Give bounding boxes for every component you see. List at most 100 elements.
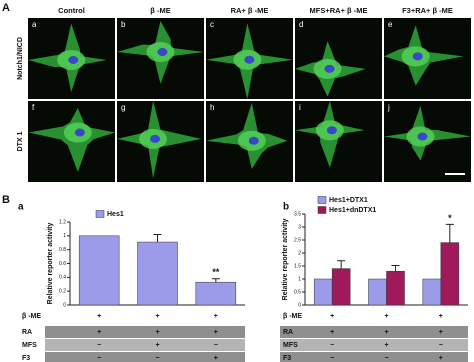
nucleus [157,48,168,57]
condition-mark: − [439,342,443,349]
condition-mark: + [97,329,101,336]
y-tick-label: 0.5 [294,289,301,295]
condition-band [280,326,468,338]
condition-mark: + [155,313,159,320]
significance: * [448,213,452,223]
y-tick-label: 0.8 [59,247,66,253]
column-header: Control [58,6,85,15]
y-tick-label: 3.5 [294,211,301,217]
error-bar [211,278,220,283]
panel-letter: h [210,103,214,112]
y-axis-label: Relative reporter activity [282,219,289,301]
panel-letter: j [387,103,390,112]
condition-label: MFS [283,342,298,349]
column-header: F3+RA+ β -ME [402,6,453,15]
error-bar [337,260,346,269]
condition-band [45,339,245,351]
y-tick-label: 0 [63,302,66,308]
legend-label: Hes1+dnDTX1 [329,207,376,214]
legend-label: Hes1 [107,211,124,218]
panel-letter: b [121,20,126,29]
figure-label: A [2,2,10,14]
y-tick-label: 1.2 [59,219,66,225]
panel-letter: f [32,103,35,112]
condition-band [280,339,468,351]
condition-mark: + [330,313,334,320]
condition-label: F3 [283,355,291,362]
y-tick-label: 0.2 [59,288,66,294]
micrograph [295,101,382,182]
y-tick-label: 0.6 [59,261,66,267]
panel-letter: g [121,103,125,112]
panel-letter: e [388,20,393,29]
panel-letter: i [299,103,301,112]
bar [386,270,405,306]
condition-mark: − [214,342,218,349]
micrograph [295,18,382,99]
nucleus [74,128,85,137]
y-tick-label: 0.4 [59,275,66,281]
condition-mark: − [384,355,388,362]
y-tick-label: 1.5 [294,263,301,269]
panel-label: a [18,202,24,213]
condition-mark: − [97,342,101,349]
condition-mark: + [214,313,218,320]
condition-mark: + [384,313,388,320]
legend-swatch [317,206,327,214]
condition-band [45,352,245,362]
condition-mark: + [330,329,334,336]
bar [313,278,333,306]
y-tick-label: 0 [298,302,301,308]
nucleus [248,136,259,145]
bar [331,268,351,306]
condition-mark: − [97,355,101,362]
significance: ** [212,267,220,277]
condition-label: MFS [22,342,37,349]
row-label: DTX 1 [17,131,24,151]
figure-label: B [2,194,10,206]
panel-letter: a [32,20,37,29]
panel-letter: c [210,20,214,29]
nucleus [150,134,161,143]
y-axis-label: Relative reporter activity [47,223,54,305]
nucleus [68,55,79,64]
panel-letter: d [299,20,303,29]
condition-mark: + [155,342,159,349]
condition-mark: − [155,355,159,362]
bar [368,278,387,306]
condition-mark: + [439,329,443,336]
bar [195,281,237,306]
row-label: Notch1/NICD [17,37,24,80]
condition-label: β -ME [22,313,41,320]
condition-mark: + [214,329,218,336]
column-header: RA+ β -ME [231,6,269,15]
condition-mark: + [155,329,159,336]
column-header: MFS+RA+ β -ME [310,6,368,15]
condition-mark: − [330,355,334,362]
condition-mark: + [439,313,443,320]
bar [78,235,120,306]
legend-label: Hes1+DTX1 [329,197,368,204]
bar [137,241,178,306]
legend-swatch [317,196,327,204]
condition-mark: + [97,313,101,320]
y-tick-label: 2.5 [294,237,301,243]
y-tick-label: 1 [298,276,301,282]
error-bar [445,223,454,243]
condition-label: β -ME [283,313,302,320]
condition-mark: + [214,355,218,362]
condition-mark: + [439,355,443,362]
condition-band [280,352,468,362]
condition-mark: + [384,342,388,349]
bar [440,242,460,306]
y-tick-label: 1 [63,233,66,239]
column-header: β -ME [150,6,170,15]
condition-label: F3 [22,355,30,362]
nucleus [412,52,423,61]
legend-swatch [95,210,105,218]
nucleus [326,126,337,135]
nucleus [417,132,428,141]
condition-label: RA [283,329,293,336]
y-tick-label: 2 [298,250,301,256]
